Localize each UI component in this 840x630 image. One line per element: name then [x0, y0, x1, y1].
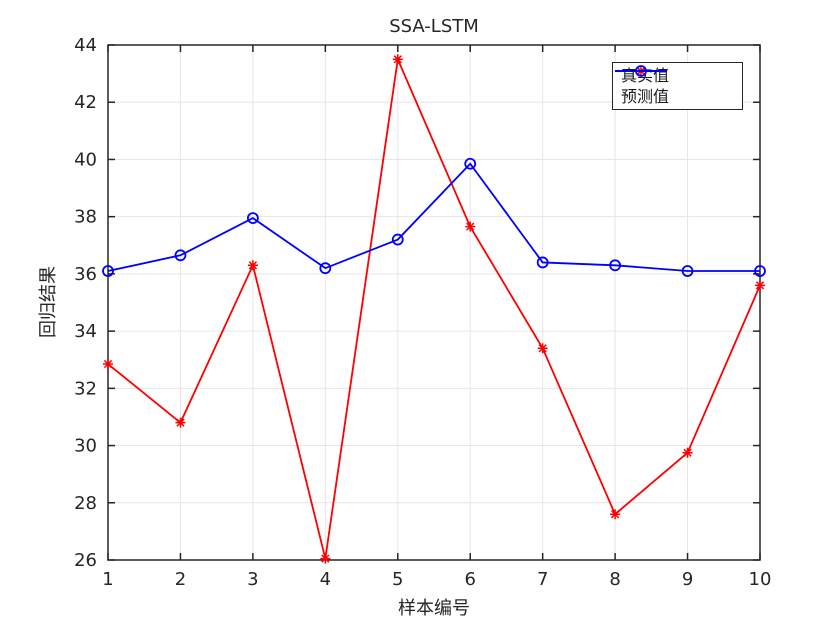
marker-asterisk: [465, 221, 476, 232]
y-tick-label: 40: [74, 149, 97, 170]
marker-circle: [635, 65, 647, 77]
marker-asterisk: [175, 417, 186, 428]
x-tick-label: 6: [464, 569, 475, 590]
marker-circle: [464, 157, 477, 170]
marker-asterisk: [320, 553, 331, 564]
x-tick-label: 7: [537, 569, 548, 590]
marker-asterisk: [392, 54, 403, 65]
y-tick-label: 42: [74, 92, 97, 113]
plot-box: [107, 44, 761, 561]
marker-circle: [319, 262, 332, 275]
legend-label: 预测值: [621, 86, 670, 106]
x-tick-label: 8: [609, 569, 620, 590]
y-tick-label: 28: [74, 493, 97, 514]
y-axis-label: 回归结果: [38, 266, 59, 338]
x-tick-label: 5: [392, 569, 403, 590]
y-tick-label: 32: [74, 378, 97, 399]
marker-circle: [174, 249, 187, 262]
x-tick-label: 4: [320, 569, 331, 590]
marker-asterisk: [682, 447, 693, 458]
marker-circle: [754, 265, 766, 277]
marker-asterisk: [537, 343, 548, 354]
legend: 真实值 预测值: [612, 62, 743, 110]
y-tick-label: 26: [74, 550, 97, 571]
x-tick-label: 9: [682, 569, 693, 590]
marker-circle: [681, 265, 694, 277]
y-tick-label: 34: [74, 321, 97, 342]
chart-title: SSA-LSTM: [389, 16, 479, 37]
marker-asterisk: [103, 359, 113, 370]
y-tick-label: 30: [74, 436, 97, 457]
x-tick-label: 1: [102, 569, 113, 590]
marker-circle: [246, 212, 259, 224]
marker-asterisk: [247, 260, 258, 271]
y-tick-label: 44: [74, 35, 97, 56]
x-tick-label: 3: [247, 569, 258, 590]
x-tick-label: 2: [175, 569, 186, 590]
y-tick-label: 38: [74, 207, 97, 228]
marker-circle: [609, 259, 622, 272]
series-line-1: [107, 162, 760, 272]
legend-item: 预测值: [615, 65, 736, 106]
x-tick-label: 10: [749, 569, 772, 590]
series-line-0: [107, 56, 761, 559]
marker-circle: [102, 265, 114, 277]
marker-asterisk: [610, 509, 621, 520]
marker-circle: [391, 233, 404, 246]
marker-asterisk: [755, 280, 765, 291]
y-tick-label: 36: [74, 264, 97, 285]
marker-circle: [536, 256, 549, 269]
legend-sample-circle: [615, 65, 667, 77]
x-axis-label: 样本编号: [398, 598, 470, 619]
